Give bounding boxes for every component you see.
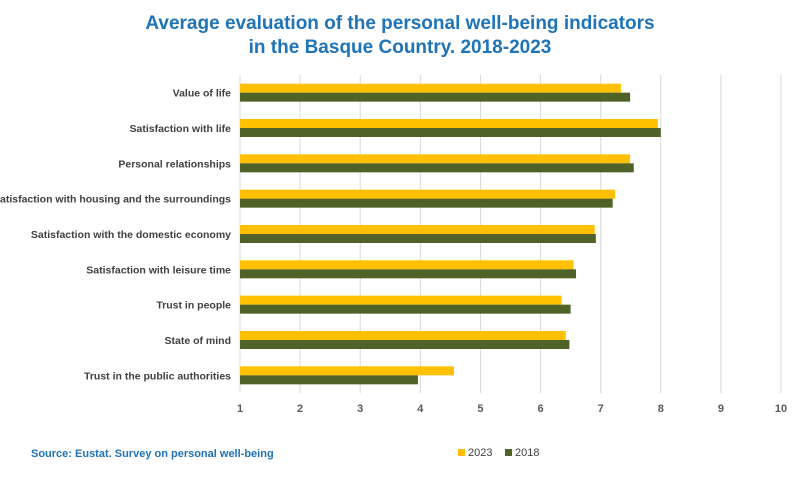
category-label: Satisfaction with life <box>129 123 231 135</box>
bar-2023 <box>240 154 631 164</box>
bar-2018 <box>240 340 570 349</box>
legend-label-2018: 2018 <box>515 447 539 459</box>
legend: 2023 2018 <box>458 447 539 459</box>
legend-swatch-2018 <box>505 449 512 456</box>
x-tick-label: 8 <box>658 403 664 415</box>
category-label: Trust in people <box>156 300 231 312</box>
bar-2018 <box>240 269 577 279</box>
x-tick-label: 10 <box>775 403 787 415</box>
chart-title-line-1: Average evaluation of the personal well-… <box>145 13 654 34</box>
bar-2023 <box>240 189 616 199</box>
category-label: Personal relationships <box>118 158 231 170</box>
x-tick-label: 9 <box>718 403 724 415</box>
bar-2023 <box>240 366 454 376</box>
category-label: State of mind <box>164 335 231 347</box>
bar-2023 <box>240 83 622 93</box>
category-label: Satisfaction with housing and the surrou… <box>0 194 231 206</box>
bar-2023 <box>240 225 595 234</box>
bar-2018 <box>240 163 634 173</box>
legend-swatch-2023 <box>458 449 465 456</box>
source-note: Source: Eustat. Survey on personal well-… <box>31 448 274 460</box>
x-tick-label: 4 <box>417 403 424 415</box>
x-tick-label: 5 <box>477 403 483 415</box>
category-label: Trust in the public authorities <box>84 370 231 382</box>
bar-2018 <box>240 234 596 243</box>
bar-2018 <box>240 128 661 137</box>
bar-2023 <box>240 260 574 270</box>
x-tick-label: 7 <box>598 403 604 415</box>
category-label: Satisfaction with the domestic economy <box>31 229 231 241</box>
category-label: Satisfaction with leisure time <box>86 264 231 276</box>
bar-2018 <box>240 92 631 102</box>
bar-2018 <box>240 198 613 208</box>
bar-2023 <box>240 331 566 340</box>
x-tick-label: 6 <box>537 403 543 415</box>
chart-title-line-2: in the Basque Country. 2018-2023 <box>249 37 552 58</box>
x-tick-label: 3 <box>357 403 363 415</box>
bar-2023 <box>240 119 658 128</box>
category-label: Value of life <box>173 88 232 100</box>
bar-2018 <box>240 304 571 314</box>
bar-2023 <box>240 295 562 305</box>
bar-2018 <box>240 375 418 385</box>
x-tick-label: 2 <box>297 403 303 415</box>
legend-label-2023: 2023 <box>468 447 492 459</box>
x-tick-label: 1 <box>237 403 243 415</box>
